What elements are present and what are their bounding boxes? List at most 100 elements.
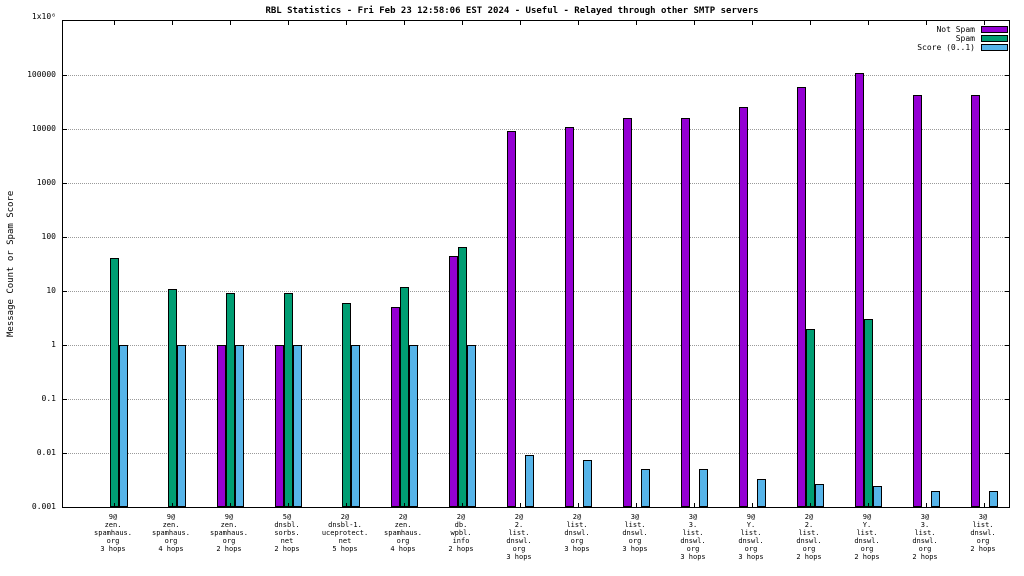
x-tick-label: 2@ list. dnswl. org 3 hops [548, 513, 606, 553]
y-tick-mark [1005, 399, 1009, 400]
gridline [63, 75, 1009, 76]
x-tick-label-line: 3@ [920, 513, 930, 521]
x-tick-mark [172, 503, 173, 507]
x-tick-label-line: 2@ [572, 513, 582, 521]
x-tick-label: 2@ 2. list. dnswl. org 3 hops [490, 513, 548, 561]
gridline [63, 453, 1009, 454]
bar-score-0-1- [524, 455, 534, 507]
y-tick-label: 10000 [31, 124, 56, 133]
x-tick-label-line: org [686, 545, 700, 553]
x-tick-label-line: org [918, 545, 932, 553]
y-tick-mark [63, 75, 67, 76]
x-tick-label-line: dnsbl. [274, 521, 300, 529]
x-tick-label-line: 9@ [746, 513, 756, 521]
y-axis-top-tick-label: 1x10⁶ [31, 12, 56, 21]
x-tick-label-line: list. [508, 529, 530, 537]
x-tick-label-line: info [452, 537, 470, 545]
legend-swatch [981, 35, 1008, 42]
y-tick-label: 1000 [36, 178, 56, 187]
y-tick-mark [1005, 453, 1009, 454]
x-tick-mark [810, 21, 811, 25]
bar-not-spam [854, 72, 864, 507]
x-tick-label-line: 2@ [514, 513, 524, 521]
x-tick-label-line: 2 hops [796, 553, 822, 561]
x-tick-label-line: 2 hops [448, 545, 474, 553]
bar-not-spam [912, 94, 922, 507]
y-tick-mark [1005, 75, 1009, 76]
x-tick-mark [230, 21, 231, 25]
plot-area [62, 20, 1010, 508]
y-tick-mark [63, 345, 67, 346]
x-tick-label-line: org [164, 537, 178, 545]
x-tick-label-line: 2@ [340, 513, 350, 521]
x-tick-label-line: 2. [804, 521, 814, 529]
x-tick-label-line: 3 hops [622, 545, 648, 553]
x-tick-label-line: db. [454, 521, 468, 529]
y-tick-label: 0.1 [41, 394, 56, 403]
x-tick-label-line: org [860, 545, 874, 553]
bar-not-spam [622, 117, 632, 507]
legend-label: Spam [955, 34, 975, 43]
bar-spam [805, 328, 815, 507]
x-tick-label-line: 4 hops [390, 545, 416, 553]
y-tick-mark [1005, 507, 1009, 508]
bar-score-0-1- [582, 459, 592, 507]
x-tick-label-line: 2 hops [274, 545, 300, 553]
bar-score-0-1- [698, 469, 708, 507]
x-tick-label-line: zen. [104, 521, 122, 529]
legend-swatch [981, 44, 1008, 51]
x-tick-mark [172, 21, 173, 25]
x-tick-label-line: 2. [514, 521, 524, 529]
x-tick-label-line: dnswl. [622, 529, 648, 537]
gridline [63, 237, 1009, 238]
x-tick-label-line: org [976, 537, 990, 545]
x-tick-label-line: list. [856, 529, 878, 537]
x-tick-label-line: dnswl. [912, 537, 938, 545]
x-tick-label-line: list. [740, 529, 762, 537]
x-tick-label-line: spamhaus. [152, 529, 190, 537]
x-tick-label: 9@ zen. spamhaus. org 3 hops [84, 513, 142, 553]
x-tick-label-line: 2 hops [912, 553, 938, 561]
x-tick-mark [694, 503, 695, 507]
bar-score-0-1- [118, 345, 128, 507]
legend-entry: Spam [917, 34, 1008, 43]
x-tick-label: 3@ 3. list. dnswl. org 2 hops [896, 513, 954, 561]
x-tick-label-line: org [512, 545, 526, 553]
x-tick-label: 9@ Y. list. dnswl. org 3 hops [722, 513, 780, 561]
x-tick-label-line: org [570, 537, 584, 545]
x-tick-label-line: spamhaus. [94, 529, 132, 537]
x-tick-label-line: 3. [688, 521, 698, 529]
x-tick-label-line: 3 hops [564, 545, 590, 553]
x-tick-label-line: org [222, 537, 236, 545]
x-tick-label-line: org [106, 537, 120, 545]
y-tick-mark [63, 291, 67, 292]
bar-spam [283, 293, 293, 507]
bar-score-0-1- [756, 479, 766, 507]
bar-score-0-1- [350, 345, 360, 507]
y-tick-mark [63, 183, 67, 184]
x-tick-label: 2@ 2. list. dnswl. org 2 hops [780, 513, 838, 561]
x-tick-mark [984, 503, 985, 507]
y-tick-label: 100000 [27, 70, 56, 79]
x-tick-label: 2@ zen. spamhaus. org 4 hops [374, 513, 432, 553]
x-tick-label-line: zen. [162, 521, 180, 529]
bar-score-0-1- [930, 490, 940, 507]
x-tick-label-line: list. [972, 521, 994, 529]
bar-score-0-1- [988, 490, 998, 507]
x-tick-label-line: org [396, 537, 410, 545]
legend-entry: Score (0..1) [917, 43, 1008, 52]
x-tick-label: 2@ dnsbl-1. uceprotect. net 5 hops [316, 513, 374, 553]
x-tick-mark [926, 503, 927, 507]
x-tick-label-line: 3 hops [506, 553, 532, 561]
bar-spam [457, 247, 467, 507]
x-tick-label-line: 2 hops [854, 553, 880, 561]
x-tick-mark [114, 503, 115, 507]
bar-spam [225, 293, 235, 507]
bar-spam [399, 286, 409, 507]
x-tick-label-line: org [802, 545, 816, 553]
bar-not-spam [970, 94, 980, 507]
x-tick-label: 5@ dnsbl. sorbs. net 2 hops [258, 513, 316, 553]
x-tick-mark [752, 503, 753, 507]
x-tick-label-line: list. [566, 521, 588, 529]
x-tick-mark [520, 21, 521, 25]
